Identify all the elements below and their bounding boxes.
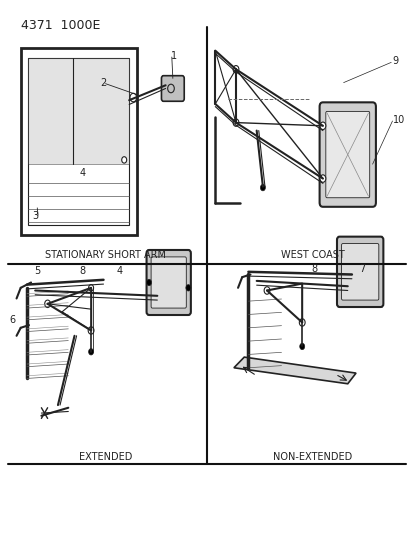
Circle shape [260,184,265,191]
Circle shape [88,349,93,355]
FancyBboxPatch shape [325,111,369,198]
Circle shape [299,319,304,326]
Circle shape [146,279,151,286]
Text: 2: 2 [100,78,107,87]
Circle shape [299,343,304,350]
Text: NON-EXTENDED: NON-EXTENDED [272,452,351,462]
FancyBboxPatch shape [161,76,184,101]
FancyBboxPatch shape [341,244,378,300]
Circle shape [263,287,269,294]
Text: 4: 4 [117,266,123,276]
FancyBboxPatch shape [146,250,190,315]
Text: 8: 8 [80,266,85,276]
Text: EXTENDED: EXTENDED [79,452,132,462]
Text: STATIONARY SHORT ARM: STATIONARY SHORT ARM [45,251,166,260]
Text: 4: 4 [80,168,85,178]
Text: 3: 3 [32,211,38,221]
Circle shape [185,285,190,291]
Text: 1: 1 [171,51,176,61]
Text: 9: 9 [392,56,397,66]
Circle shape [88,327,94,334]
Polygon shape [233,357,355,384]
Circle shape [45,300,50,308]
Text: WEST COAST: WEST COAST [280,251,344,260]
FancyBboxPatch shape [319,102,375,207]
Circle shape [130,93,136,102]
Circle shape [121,157,126,163]
Text: 7: 7 [358,264,365,273]
Circle shape [319,175,325,182]
FancyBboxPatch shape [151,257,186,308]
Text: 10: 10 [392,115,405,125]
Polygon shape [28,58,129,164]
Circle shape [88,285,93,291]
Circle shape [233,119,238,126]
Text: 5: 5 [34,266,40,276]
Text: 6: 6 [9,315,15,325]
Circle shape [233,66,238,73]
Circle shape [319,122,325,130]
FancyBboxPatch shape [336,237,382,307]
Text: 4371  1000E: 4371 1000E [21,19,100,31]
Text: 8: 8 [311,264,317,274]
